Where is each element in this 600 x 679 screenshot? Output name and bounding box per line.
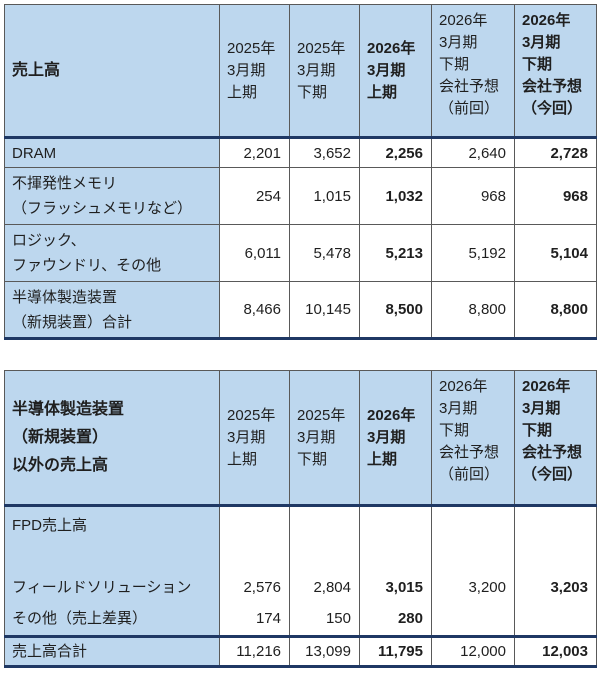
table-row-total-sales: 売上高合計 11,216 13,099 11,795 12,000 12,003 bbox=[4, 635, 597, 668]
table-row-fpd-fs-other: FPD売上高 フィールドソリューション その他（売上差異） 2,576 174 … bbox=[4, 505, 597, 637]
value-cell: 5,104 bbox=[514, 224, 597, 282]
value-cell: 3,652 bbox=[289, 137, 360, 168]
sales-table: 売上高 2025年 3月期 上期 2025年 3月期 下期 2026年 3月期 … bbox=[4, 4, 597, 340]
value-cell: 2,256 bbox=[359, 137, 432, 168]
value-cell: 8,800 bbox=[514, 281, 597, 340]
value-cell: 5,478 bbox=[289, 224, 360, 282]
value-cell: 12,003 bbox=[514, 635, 597, 668]
col-header-fy2025-h1: 2025年 3月期 上期 bbox=[219, 370, 290, 507]
col-header-fy2026-h2-forecast-prev: 2026年 3月期 下期 会社予想 （前回） bbox=[431, 4, 515, 139]
col-header-fy2025-h1: 2025年 3月期 上期 bbox=[219, 4, 290, 139]
row-label: ロジック、 ファウンドリ、その他 bbox=[4, 224, 220, 282]
value-cell: 1,015 bbox=[289, 167, 360, 225]
value-cell: 6,011 bbox=[219, 224, 290, 282]
value-cell: 3,015 280 bbox=[359, 505, 432, 637]
table-row-dram: DRAM 2,201 3,652 2,256 2,640 2,728 bbox=[4, 137, 597, 168]
table-row-logic-foundry: ロジック、 ファウンドリ、その他 6,011 5,478 5,213 5,192… bbox=[4, 224, 597, 282]
value-cell: 968 bbox=[431, 167, 515, 225]
value-cell: 2,576 174 bbox=[219, 505, 290, 637]
col-header-fy2026-h2-forecast-prev: 2026年 3月期 下期 会社予想 （前回） bbox=[431, 370, 515, 507]
table-row-spe-total: 半導体製造装置 （新規装置）合計 8,466 10,145 8,500 8,80… bbox=[4, 281, 597, 340]
row-label: 半導体製造装置 （新規装置）合計 bbox=[4, 281, 220, 340]
value-cell: 8,800 bbox=[431, 281, 515, 340]
value-cell: 2,640 bbox=[431, 137, 515, 168]
row-label: DRAM bbox=[4, 137, 220, 168]
value-cell: 968 bbox=[514, 167, 597, 225]
value-cell: 2,201 bbox=[219, 137, 290, 168]
value-cell: 11,795 bbox=[359, 635, 432, 668]
value-cell: 13,099 bbox=[289, 635, 360, 668]
table2-title: 半導体製造装置 （新規装置） 以外の売上高 bbox=[4, 370, 220, 507]
col-header-fy2026-h1: 2026年 3月期 上期 bbox=[359, 4, 432, 139]
row-label: 売上高合計 bbox=[4, 635, 220, 668]
value-cell: 12,000 bbox=[431, 635, 515, 668]
row-label: FPD売上高 フィールドソリューション その他（売上差異） bbox=[4, 505, 220, 637]
value-cell: 3,203 bbox=[514, 505, 597, 637]
col-header-fy2026-h1: 2026年 3月期 上期 bbox=[359, 370, 432, 507]
value-cell: 10,145 bbox=[289, 281, 360, 340]
col-header-fy2025-h2: 2025年 3月期 下期 bbox=[289, 4, 360, 139]
table1-title: 売上高 bbox=[4, 4, 220, 139]
row-label: 不揮発性メモリ （フラッシュメモリなど） bbox=[4, 167, 220, 225]
value-cell: 1,032 bbox=[359, 167, 432, 225]
value-cell: 5,213 bbox=[359, 224, 432, 282]
col-header-fy2026-h2-forecast-new: 2026年 3月期 下期 会社予想 （今回） bbox=[514, 370, 597, 507]
value-cell: 2,804 150 bbox=[289, 505, 360, 637]
value-cell: 8,500 bbox=[359, 281, 432, 340]
value-cell: 254 bbox=[219, 167, 290, 225]
value-cell: 11,216 bbox=[219, 635, 290, 668]
col-header-fy2026-h2-forecast-new: 2026年 3月期 下期 会社予想 （今回） bbox=[514, 4, 597, 139]
value-cell: 5,192 bbox=[431, 224, 515, 282]
value-cell: 2,728 bbox=[514, 137, 597, 168]
table1-header-row: 売上高 2025年 3月期 上期 2025年 3月期 下期 2026年 3月期 … bbox=[4, 4, 597, 139]
value-cell: 3,200 bbox=[431, 505, 515, 637]
other-sales-table: 半導体製造装置 （新規装置） 以外の売上高 2025年 3月期 上期 2025年… bbox=[4, 370, 597, 668]
value-cell: 8,466 bbox=[219, 281, 290, 340]
table-row-nonvolatile-memory: 不揮発性メモリ （フラッシュメモリなど） 254 1,015 1,032 968… bbox=[4, 167, 597, 225]
col-header-fy2025-h2: 2025年 3月期 下期 bbox=[289, 370, 360, 507]
table2-header-row: 半導体製造装置 （新規装置） 以外の売上高 2025年 3月期 上期 2025年… bbox=[4, 370, 597, 507]
